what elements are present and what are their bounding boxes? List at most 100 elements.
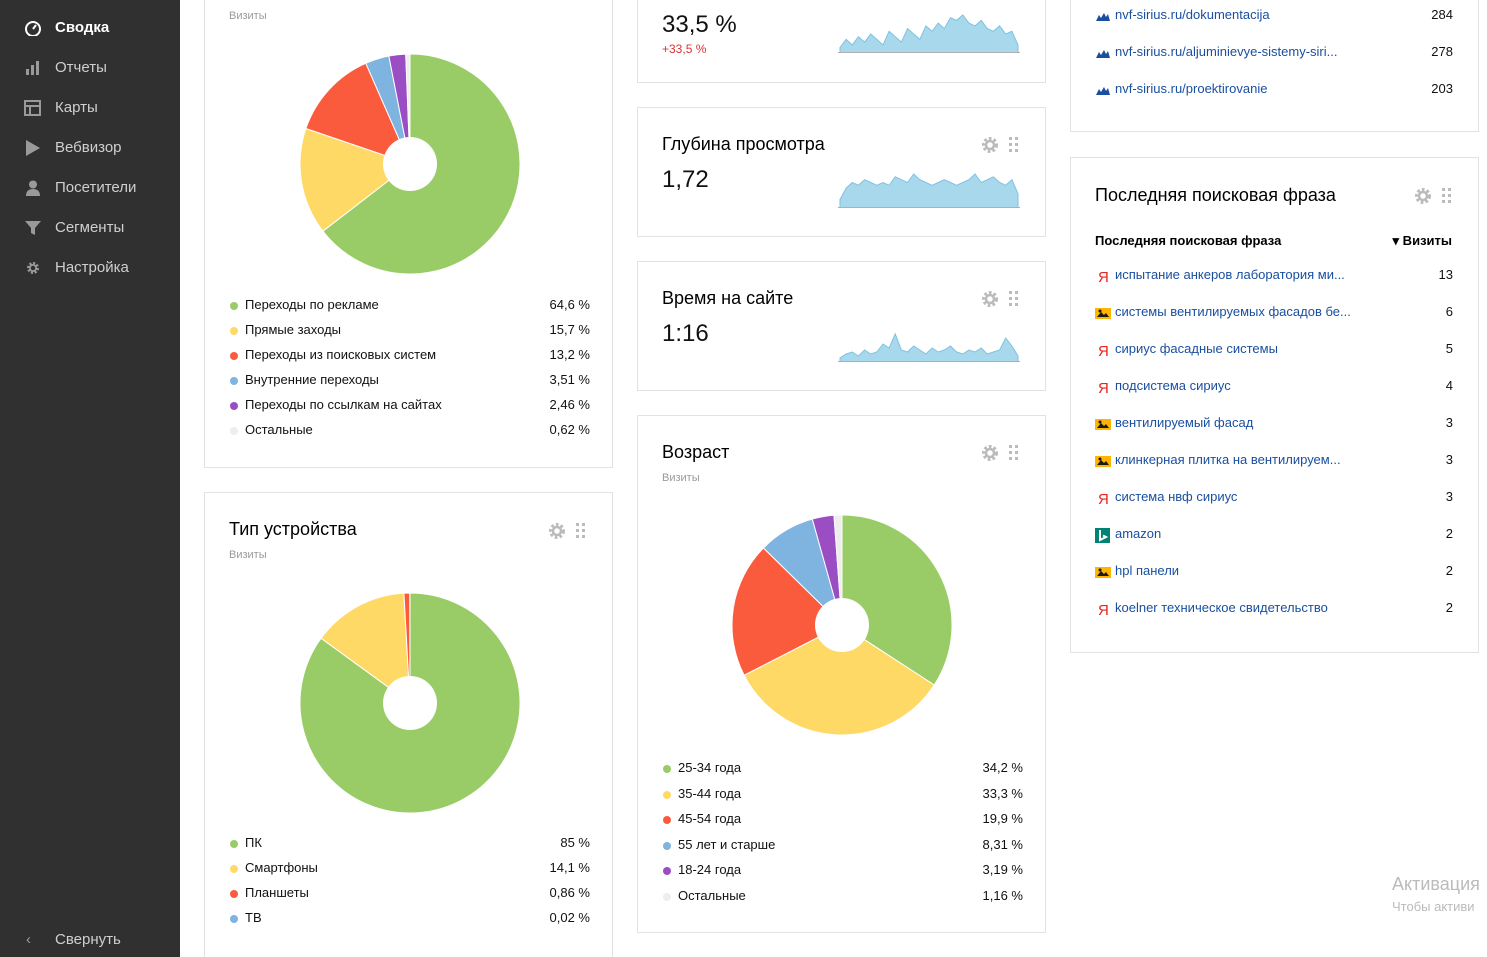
- search-table-row[interactable]: системы вентилируемых фасадов бе... 6: [1095, 304, 1453, 324]
- age-slice-2[interactable]: [731, 547, 843, 676]
- legend-dot: [663, 892, 671, 901]
- legend-value: 2,46 %: [549, 397, 590, 412]
- age-legend-item[interactable]: 35-44 года 33,3 %: [663, 786, 1023, 806]
- age-legend-item[interactable]: 45-54 года 19,9 %: [663, 811, 1023, 831]
- metric-value: 1:16: [662, 320, 709, 347]
- traffic-legend-item[interactable]: Внутренние переходы 3,51 %: [230, 372, 590, 392]
- pages-row-link[interactable]: nvf-sirius.ru/proektirovanie: [1115, 81, 1268, 96]
- traffic-legend-item[interactable]: Переходы по рекламе 64,6 %: [230, 297, 590, 317]
- sidebar-item-settings[interactable]: Настройка: [0, 248, 180, 288]
- legend-value: 14,1 %: [549, 860, 590, 875]
- age-slice-1[interactable]: [743, 624, 935, 736]
- age-legend-item[interactable]: 25-34 года 34,2 %: [663, 760, 1023, 780]
- search-row-link[interactable]: koelner техническое свидетельство: [1115, 600, 1328, 615]
- search-row-link[interactable]: amazon: [1115, 526, 1162, 541]
- legend-label: ПК: [245, 835, 262, 850]
- drag-handle-icon[interactable]: [571, 521, 591, 541]
- card-subtitle: Визиты: [229, 549, 267, 561]
- gear-icon[interactable]: [980, 289, 1000, 309]
- traffic-legend-item[interactable]: Переходы по ссылкам на сайтах 2,46 %: [230, 397, 590, 417]
- device-legend-item[interactable]: ПК 85 %: [230, 835, 590, 855]
- traffic-slice-5[interactable]: [405, 53, 411, 165]
- pages-row-link[interactable]: nvf-sirius.ru/aljuminievye-sistemy-siri.…: [1115, 44, 1338, 59]
- age-legend-item[interactable]: 55 лет и старше 8,31 %: [663, 837, 1023, 857]
- legend-label: Остальные: [245, 422, 313, 437]
- device-slice-1[interactable]: [320, 592, 411, 705]
- legend-label: Планшеты: [245, 885, 309, 900]
- traffic-slice-2[interactable]: [305, 62, 411, 165]
- card-tools: [980, 135, 1020, 155]
- drag-handle-icon[interactable]: [1004, 443, 1024, 463]
- sidebar-item-segments[interactable]: Сегменты: [0, 208, 180, 248]
- time-sparkline-area: [839, 332, 1019, 362]
- gear-icon[interactable]: [1413, 186, 1433, 206]
- pages-row-link[interactable]: nvf-sirius.ru/dokumentacija: [1115, 7, 1270, 22]
- search-table-row[interactable]: клинкерная плитка на вентилируем... 3: [1095, 452, 1453, 472]
- device-legend-item[interactable]: Планшеты 0,86 %: [230, 885, 590, 905]
- search-table-row[interactable]: amazon 2: [1095, 526, 1453, 546]
- drag-handle-icon[interactable]: [1004, 289, 1024, 309]
- sidebar-item-maps[interactable]: Карты: [0, 88, 180, 128]
- search-row-link[interactable]: вентилируемый фасад: [1115, 415, 1254, 430]
- yandex-icon: Я: [1095, 602, 1111, 619]
- mail-search-icon: [1095, 565, 1111, 580]
- legend-label: 45-54 года: [678, 811, 742, 826]
- legend-dot: [230, 840, 238, 848]
- search-row-link[interactable]: подсистема сириус: [1115, 378, 1231, 393]
- device-legend-item[interactable]: ТВ 0,02 %: [230, 910, 590, 930]
- pages-table-row[interactable]: nvf-sirius.ru/aljuminievye-sistemy-siri.…: [1095, 44, 1453, 64]
- search-table-row[interactable]: hpl панели 2: [1095, 563, 1453, 583]
- traffic-legend-item[interactable]: Прямые заходы 15,7 %: [230, 322, 590, 342]
- search-row-link[interactable]: испытание анкеров лаборатория ми...: [1115, 267, 1345, 282]
- card-title: Время на сайте: [662, 288, 794, 308]
- yandex-icon: Я: [1095, 269, 1111, 286]
- pages-table-row[interactable]: nvf-sirius.ru/proektirovanie 203: [1095, 81, 1453, 101]
- legend-value: 0,02 %: [549, 910, 590, 925]
- search-row-count: 6: [1445, 304, 1453, 319]
- legend-value: 3,51 %: [549, 372, 590, 387]
- sidebar-item-webvisor[interactable]: Вебвизор: [0, 128, 180, 168]
- gear-icon[interactable]: [980, 135, 1000, 155]
- bounce-rate-card: 33,5 % +33,5 %: [637, 0, 1046, 83]
- card-tools: [547, 521, 587, 541]
- sidebar-item-label: Посетители: [55, 179, 137, 196]
- search-row-link[interactable]: клинкерная плитка на вентилируем...: [1115, 452, 1341, 467]
- pages-table-row[interactable]: nvf-sirius.ru/dokumentacija 284: [1095, 7, 1453, 27]
- drag-handle-icon[interactable]: [1437, 186, 1457, 206]
- drag-handle-icon[interactable]: [1004, 135, 1024, 155]
- sidebar-item-visitors[interactable]: Посетители: [0, 168, 180, 208]
- metric-value: 33,5 %: [662, 11, 737, 38]
- traffic-legend-item[interactable]: Остальные 0,62 %: [230, 422, 590, 442]
- map-grid-icon: [24, 100, 41, 116]
- search-row-link[interactable]: системы вентилируемых фасадов бе...: [1115, 304, 1351, 319]
- traffic-legend-item[interactable]: Переходы из поисковых систем 13,2 %: [230, 347, 590, 367]
- search-row-link[interactable]: система нвф сириус: [1115, 489, 1238, 504]
- bounce-sparkline-area: [839, 14, 1019, 53]
- search-row-link[interactable]: hpl панели: [1115, 563, 1180, 578]
- user-icon: [26, 180, 40, 196]
- traffic-slice-1[interactable]: [299, 127, 412, 232]
- sidebar-item-reports[interactable]: Отчеты: [0, 48, 180, 88]
- sidebar-item-summary[interactable]: Сводка: [0, 8, 180, 48]
- entry-pages-card: nvf-sirius.ru/dokumentacija 284 nvf-sirius…: [1070, 0, 1479, 132]
- collapse-button[interactable]: ‹ Свернуть: [0, 925, 180, 955]
- age-legend-item[interactable]: Остальные 1,16 %: [663, 888, 1023, 908]
- legend-dot: [230, 427, 238, 435]
- search-table-row[interactable]: вентилируемый фасад 3: [1095, 415, 1453, 435]
- gear-icon[interactable]: [547, 521, 567, 541]
- search-row-link[interactable]: сириус фасадные системы: [1115, 341, 1278, 356]
- legend-label: 35-44 года: [678, 785, 742, 801]
- legend-dot: [230, 302, 238, 310]
- device-legend-item[interactable]: Смартфоны 14,1 %: [230, 860, 590, 880]
- column-header-visits[interactable]: ▾ Визиты: [1392, 233, 1452, 248]
- age-legend-item[interactable]: 18-24 года 3,19 %: [663, 862, 1023, 882]
- search-row-count: 3: [1445, 452, 1453, 467]
- gear-icon[interactable]: [980, 443, 1000, 463]
- age-slice-5[interactable]: [833, 514, 843, 626]
- legend-dot: [663, 841, 671, 850]
